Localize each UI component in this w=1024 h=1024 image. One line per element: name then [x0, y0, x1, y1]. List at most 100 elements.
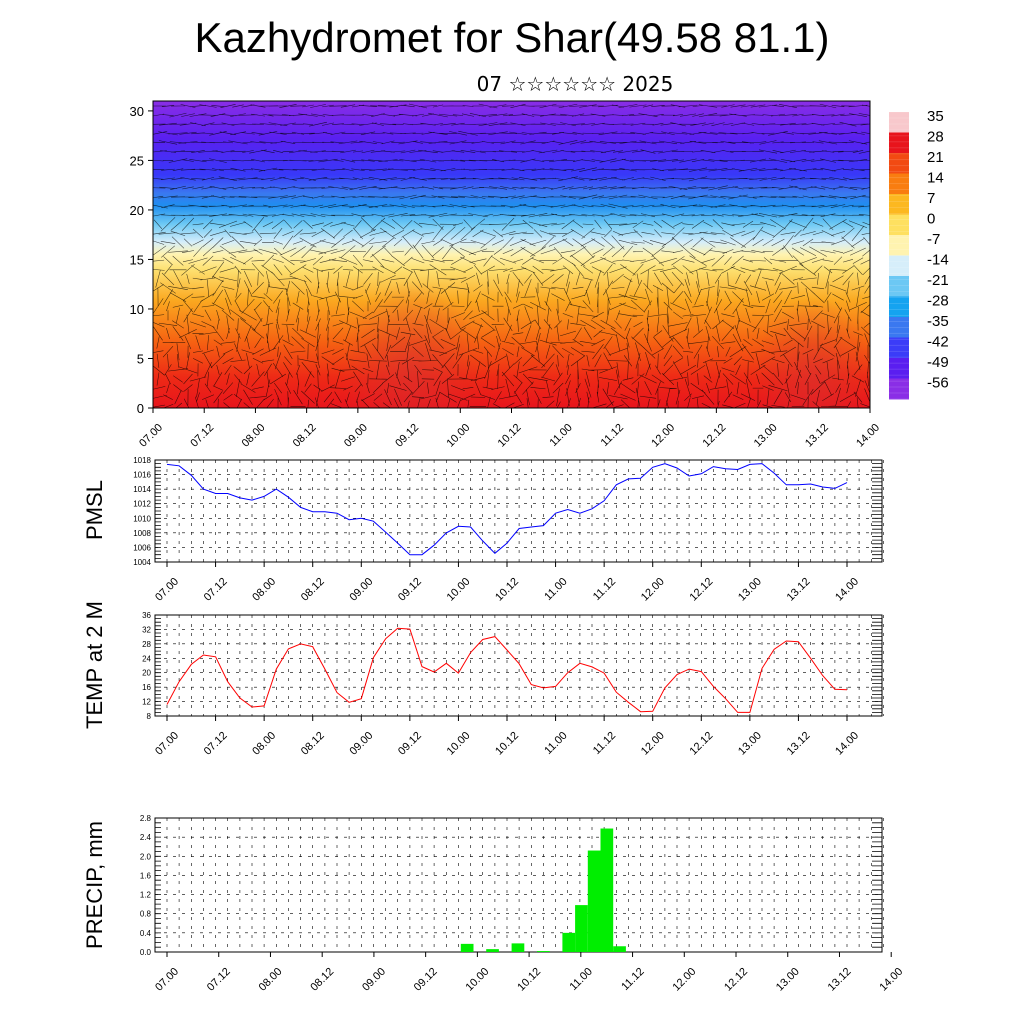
grid-lines: [155, 614, 884, 717]
colorbar-label: 14: [927, 170, 944, 187]
x-tick-label: 13.00: [774, 966, 802, 994]
x-tick-label: 14.00: [854, 422, 882, 450]
x-tick-label: 12.12: [687, 730, 715, 758]
colorbar: 35 28 21 14 7 0 -7 -14 -21 -28 -35 -42 -49 -56: [889, 108, 949, 400]
hot-region: [341, 281, 482, 408]
y-tick-label: 1004: [133, 558, 151, 567]
minor-ticks: [155, 459, 882, 563]
colorbar-label: 0: [927, 211, 935, 228]
x-tick-label: 07.00: [153, 966, 181, 994]
x-tick-label: 08.00: [257, 966, 285, 994]
x-tick-label: 12.12: [701, 422, 729, 450]
x-tick-label: 08.12: [308, 966, 336, 994]
x-tick-label: 10.12: [515, 966, 543, 994]
x-tick-label: 07.00: [153, 730, 181, 758]
colorbar-swatch: [889, 132, 909, 154]
page-title: Kazhydromet for Shar(49.58 81.1): [194, 14, 830, 61]
colorbar-swatch: [889, 153, 909, 174]
y-tick-label: 30: [130, 104, 144, 119]
x-tick-label: 09.00: [347, 730, 375, 758]
panel-frame: [154, 459, 883, 563]
colorbar-swatch: [889, 276, 909, 297]
x-tick-label: 11.00: [542, 730, 569, 757]
colorbar-label: -35: [927, 313, 949, 330]
precip-bar: [587, 850, 601, 952]
x-tick-label: 12.00: [670, 966, 698, 994]
x-tick-label: 07.12: [188, 422, 216, 450]
y-tick-label: 0: [137, 401, 144, 416]
series-line: [166, 463, 848, 556]
grid-lines: [155, 459, 884, 563]
x-tick-label: 08.00: [240, 422, 268, 450]
heatmap-panel: 0 5 10 15 20 25 30 07.00 07.12 08.00 08.12 09.00 09.…: [130, 100, 882, 450]
x-tick-label: 10.12: [496, 422, 524, 450]
y-tick-label: 2.0: [140, 852, 152, 861]
x-tick-label: 07.00: [137, 422, 165, 450]
x-tick-label: 14.00: [833, 730, 861, 758]
x-tick-label: 08.12: [299, 576, 327, 604]
x-tick-label: 13.00: [736, 576, 764, 604]
x-tick-label: 13.00: [752, 422, 780, 450]
colorbar-label: -56: [927, 375, 949, 392]
x-tick-label: 12.00: [639, 730, 667, 758]
y-tick-label: 8: [147, 712, 152, 721]
x-tick-label: 09.00: [342, 422, 370, 450]
x-tick-label: 07.00: [153, 576, 181, 604]
colorbar-label: 21: [927, 149, 944, 166]
colorbar-label: -42: [927, 334, 949, 351]
x-tick-label: 12.00: [649, 422, 677, 450]
y-tick-label: 25: [130, 153, 144, 168]
colorbar-label: -21: [927, 272, 949, 289]
colorbar-label: 7: [927, 190, 935, 207]
y-axis-label: TEMP at 2 M: [82, 601, 107, 729]
x-tick-label: 10.12: [493, 576, 521, 604]
y-tick-label: 1018: [133, 456, 151, 465]
y-tick-label: 1006: [133, 543, 151, 552]
colorbar-swatch: [889, 255, 909, 277]
y-tick-label: 1012: [133, 500, 151, 509]
x-tick-label: 13.12: [785, 576, 813, 604]
precip-bar: [511, 943, 525, 952]
x-tick-label: 09.00: [347, 576, 375, 604]
x-tick-label: 11.00: [568, 966, 595, 993]
x-tick-label: 12.00: [639, 576, 667, 604]
minor-ticks: [155, 614, 882, 717]
precip-bar: [562, 932, 576, 952]
colorbar-label: -28: [927, 293, 949, 310]
x-tick-label: 11.00: [542, 576, 569, 603]
x-tick-label: 09.12: [412, 966, 440, 994]
x-tick-label: 11.00: [547, 422, 574, 449]
precip-bar: [460, 943, 474, 952]
y-tick-label: 15: [130, 252, 144, 267]
precip-bar: [486, 949, 499, 952]
x-tick-label: 09.12: [396, 576, 424, 604]
precip-panel: 0.0 0.4 0.8 1.2 1.6 2.0 2.4 2.8 07.00 07.12 08.00 0…: [82, 814, 905, 994]
y-tick-label: 0.4: [140, 929, 152, 938]
colorbar-label: -7: [927, 231, 940, 248]
colorbar-swatch: [889, 296, 909, 318]
x-tick-label: 14.00: [877, 966, 905, 994]
colorbar-swatch: [889, 214, 909, 236]
x-tick-label: 14.00: [833, 576, 861, 604]
y-tick-label: 0.0: [140, 948, 152, 957]
colorbar-swatch: [889, 173, 909, 195]
colorbar-lines: [889, 111, 909, 400]
y-axis-label: PRECIP, mm: [82, 821, 107, 949]
x-tick-label: 12.12: [722, 966, 750, 994]
x-tick-label: 13.00: [736, 730, 764, 758]
x-tick-label: 10.00: [445, 730, 473, 758]
y-tick-label: 2.8: [140, 814, 152, 823]
hot-region: [752, 297, 870, 408]
y-tick-label: 32: [142, 625, 151, 634]
x-tick-label: 10.00: [464, 966, 492, 994]
y-tick-label: 1010: [133, 514, 151, 523]
y-tick-label: 10: [130, 302, 144, 317]
precip-bar: [537, 951, 550, 952]
y-tick-label: 36: [142, 611, 151, 620]
colorbar-swatch: [889, 235, 909, 256]
series-line: [166, 627, 848, 713]
colorbar-label: -14: [927, 252, 949, 269]
precip-bar: [613, 946, 626, 952]
precip-bar: [575, 905, 588, 952]
